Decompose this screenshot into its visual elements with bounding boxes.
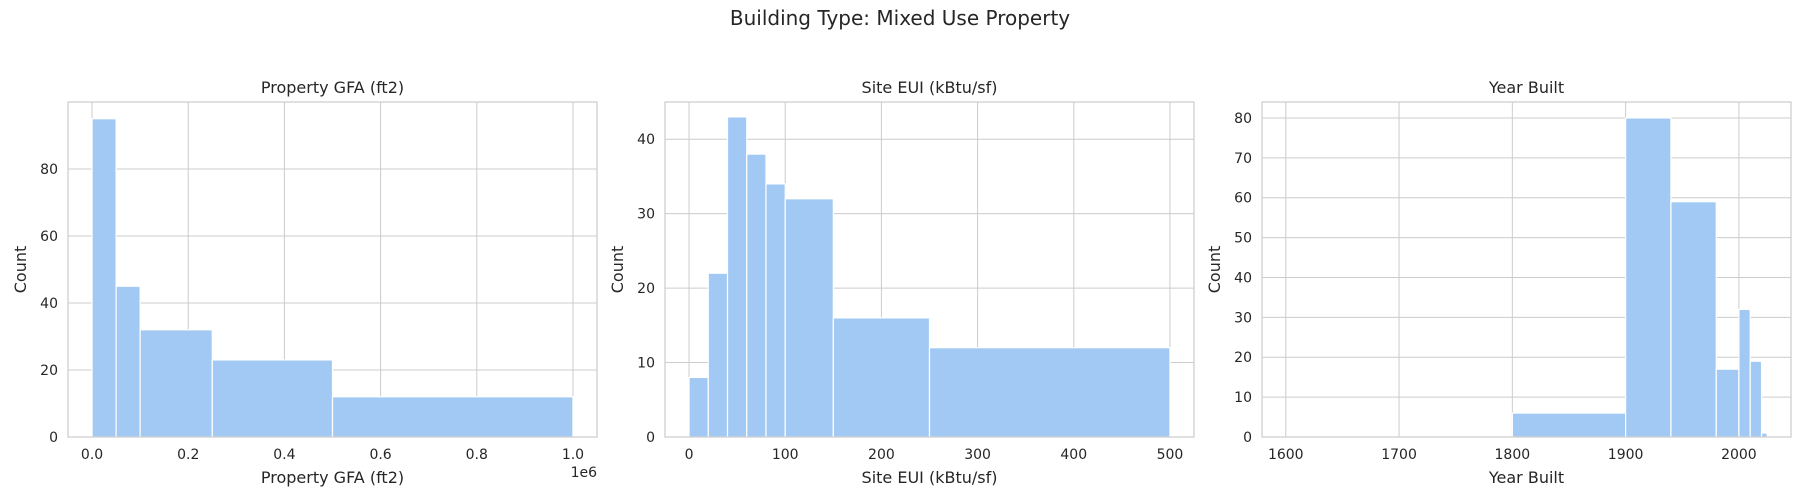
x-tick-label: 0.4: [273, 447, 295, 463]
y-tick-label: 30: [1234, 310, 1252, 326]
y-tick-label: 80: [40, 162, 58, 178]
histogram-bar: [765, 183, 786, 438]
histogram-bar: [832, 317, 931, 438]
histogram-bar: [331, 396, 574, 438]
figure-title: Building Type: Mixed Use Property: [729, 6, 1071, 30]
histogram-bar: [1738, 308, 1751, 438]
x-tick-label: 200: [868, 447, 895, 463]
chart-title: Site EUI (kBtu/sf): [862, 78, 998, 97]
histogram-bar: [688, 376, 709, 438]
axes-frame: [67, 101, 598, 438]
x-tick-label: 300: [964, 447, 991, 463]
histogram-bar: [1625, 117, 1672, 438]
axes-frame: [1261, 101, 1792, 438]
x-tick-label: 0.2: [177, 447, 199, 463]
x-tick-label: 1700: [1381, 447, 1417, 463]
x-tick-label: 0.0: [81, 447, 103, 463]
chart-panel-1: 0 20 40 60 80 0.0 0.2 0.4 0.6 0.8 1.0 Property GFA …: [11, 78, 598, 487]
x-tick-label: 0.8: [466, 447, 488, 463]
y-tick-label: 0: [49, 430, 58, 446]
y-tick-label: 30: [637, 207, 655, 223]
y-tick-label: 20: [637, 281, 655, 297]
y-tick-label: 20: [40, 363, 58, 379]
histogram-bar: [1749, 360, 1763, 438]
x-axis-label: Site EUI (kBtu/sf): [862, 468, 998, 487]
x-tick-label: 1600: [1268, 447, 1304, 463]
x-tick-label: 1.0: [562, 447, 584, 463]
chart-title: Year Built: [1488, 78, 1564, 97]
y-tick-label: 40: [40, 296, 58, 312]
x-axis-offset-label: 1e6: [571, 465, 598, 481]
histogram-bar: [139, 329, 213, 438]
chart-panel-3: 0 10 20 30 40 50 60 70 80 1600 1700 1800 1900 2000 Yea…: [1205, 78, 1792, 487]
x-tick-label: 500: [1157, 447, 1184, 463]
axes-frame: [664, 101, 1195, 438]
histogram-bar: [1715, 368, 1740, 438]
x-tick-label: 0: [685, 447, 694, 463]
x-tick-label: 0.6: [369, 447, 391, 463]
x-tick-label: 2000: [1721, 447, 1757, 463]
y-tick-label: 20: [1234, 350, 1252, 366]
histogram-bar: [726, 116, 748, 438]
x-tick-label: 400: [1060, 447, 1087, 463]
x-tick-label: 1900: [1608, 447, 1644, 463]
y-axis-label: Count: [608, 246, 627, 294]
histogram-bar: [115, 285, 141, 438]
histogram-bar: [211, 359, 334, 438]
x-tick-label: 100: [772, 447, 799, 463]
histogram-bar: [784, 198, 834, 438]
x-tick-label: 1800: [1495, 447, 1531, 463]
y-axis-label: Count: [11, 246, 30, 294]
histogram-bar: [1670, 201, 1717, 438]
y-tick-label: 60: [40, 229, 58, 245]
y-tick-label: 40: [1234, 270, 1252, 286]
y-tick-label: 10: [637, 356, 655, 372]
histogram-bar: [928, 347, 1171, 438]
histogram-bar: [1511, 412, 1627, 438]
histogram-bar: [91, 118, 117, 438]
x-axis-label: Year Built: [1488, 468, 1564, 487]
y-tick-label: 0: [646, 430, 655, 446]
y-tick-label: 80: [1234, 111, 1252, 127]
y-tick-label: 60: [1234, 191, 1252, 207]
y-tick-label: 40: [637, 132, 655, 148]
chart-title: Property GFA (ft2): [261, 78, 404, 97]
histogram-bar: [707, 272, 729, 438]
y-tick-label: 70: [1234, 151, 1252, 167]
x-axis-label: Property GFA (ft2): [261, 468, 404, 487]
y-tick-label: 10: [1234, 390, 1252, 406]
y-tick-label: 50: [1234, 231, 1252, 247]
y-axis-label: Count: [1205, 246, 1224, 294]
y-tick-label: 0: [1243, 430, 1252, 446]
histogram-bar: [746, 153, 767, 438]
